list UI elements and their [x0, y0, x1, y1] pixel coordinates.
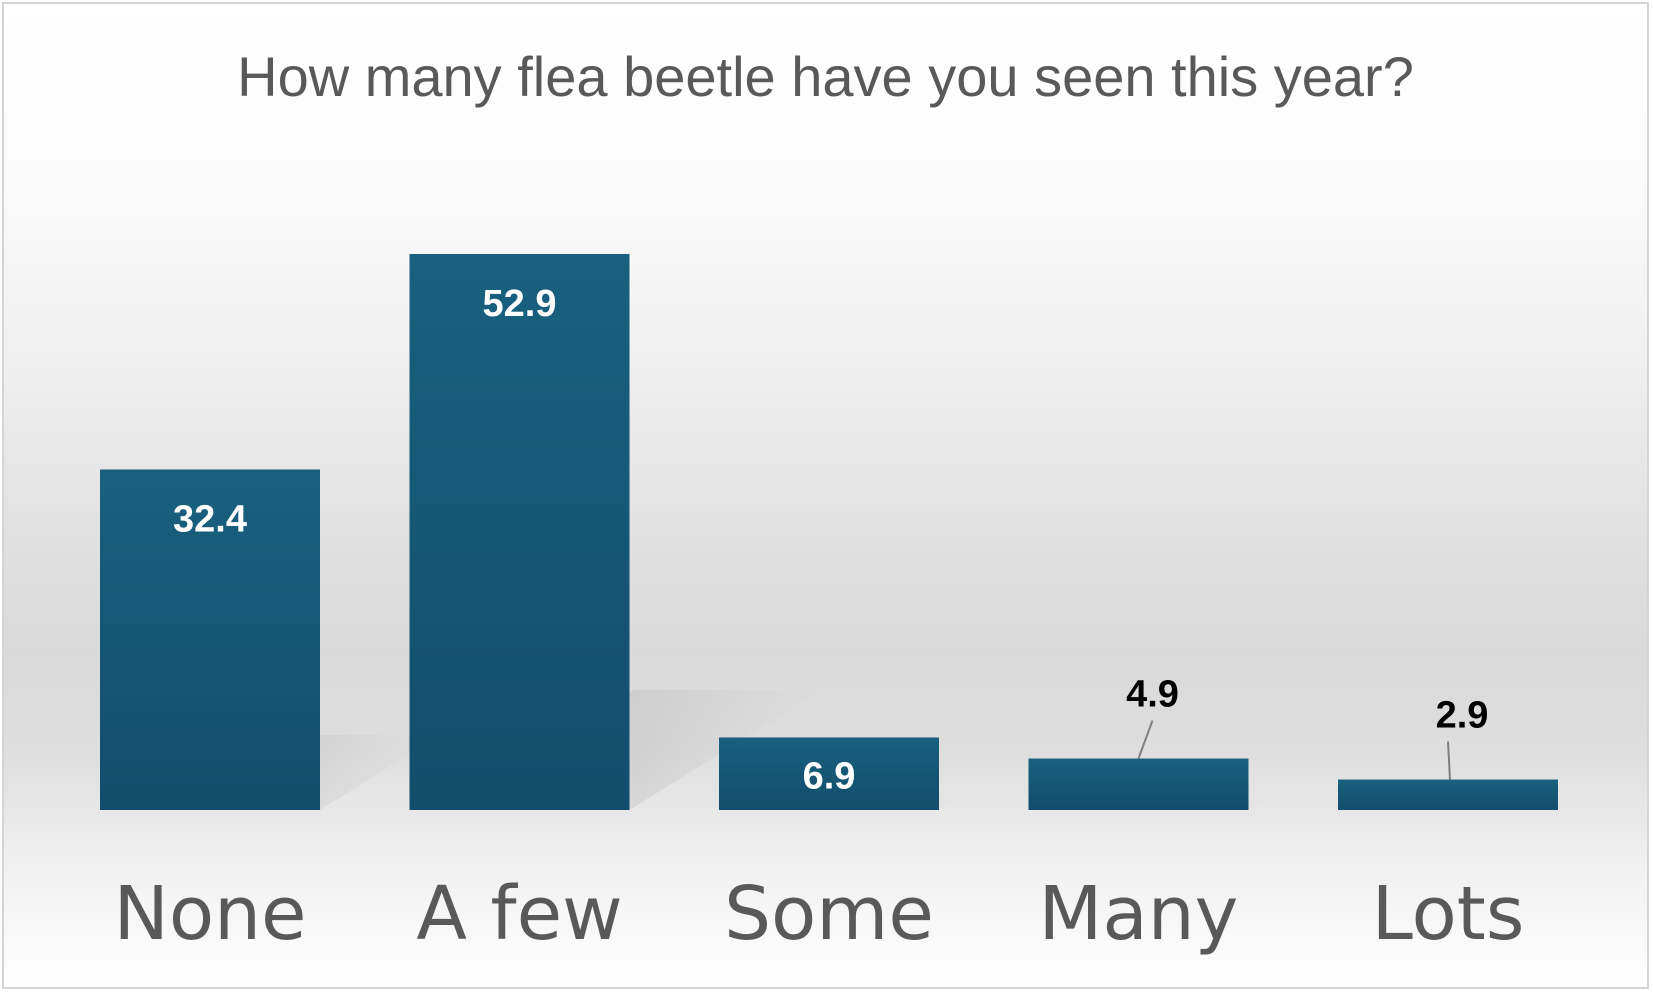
bar-chart-plot: 32.4 52.9 6.9 4.9 2.9 None A few Some Many Lots [100, 254, 1569, 957]
category-label-some: Some [724, 871, 934, 957]
value-label-lots: 2.9 [1436, 695, 1489, 737]
value-label-none: 32.4 [173, 498, 247, 540]
category-label-many: Many [1039, 871, 1239, 957]
chart-title: How many flea beetle have you seen this … [237, 45, 1414, 108]
bar-many [1028, 758, 1249, 810]
value-label-some: 6.9 [803, 755, 856, 797]
leader-line-many [1137, 720, 1154, 759]
category-label-none: None [113, 871, 306, 957]
bar-lots [1338, 779, 1558, 810]
leader-line-lots [1447, 741, 1451, 780]
bar-some [719, 737, 939, 810]
bar-none [100, 469, 320, 810]
value-label-a-few: 52.9 [483, 283, 557, 325]
value-label-many: 4.9 [1126, 673, 1179, 715]
bar-a-few [409, 254, 630, 810]
category-label-a-few: A few [416, 871, 622, 957]
category-label-lots: Lots [1372, 871, 1525, 957]
